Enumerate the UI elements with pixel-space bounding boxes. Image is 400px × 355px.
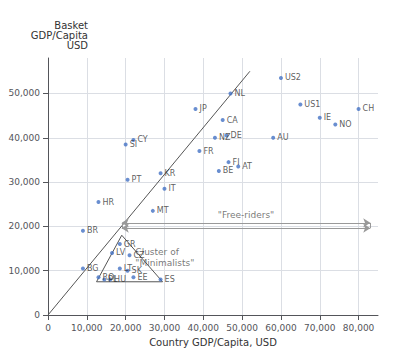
svg-text:US1: US1 bbox=[304, 100, 320, 109]
svg-text:0: 0 bbox=[34, 310, 40, 320]
svg-text:0: 0 bbox=[45, 323, 51, 333]
svg-text:50,000: 50,000 bbox=[226, 323, 258, 333]
svg-text:AU: AU bbox=[277, 133, 288, 142]
svg-text:IE: IE bbox=[324, 113, 331, 122]
svg-text:60,000: 60,000 bbox=[265, 323, 297, 333]
svg-text:USD: USD bbox=[67, 40, 89, 51]
svg-text:SI: SI bbox=[130, 140, 137, 149]
svg-text:CH: CH bbox=[363, 104, 375, 113]
svg-text:KR: KR bbox=[165, 169, 176, 178]
svg-text:Country GDP/Capita, USD: Country GDP/Capita, USD bbox=[149, 337, 277, 348]
svg-text:70,000: 70,000 bbox=[304, 323, 336, 333]
svg-text:FI: FI bbox=[233, 158, 240, 167]
svg-text:FR: FR bbox=[203, 147, 214, 156]
svg-text:NL: NL bbox=[234, 89, 245, 98]
svg-text:Basket: Basket bbox=[54, 19, 88, 31]
svg-text:LV: LV bbox=[116, 248, 126, 257]
svg-text:JP: JP bbox=[199, 104, 207, 113]
svg-text:CY: CY bbox=[137, 135, 147, 144]
svg-text:50,000: 50,000 bbox=[9, 88, 41, 98]
svg-text:NO: NO bbox=[339, 120, 351, 129]
svg-text:80,000: 80,000 bbox=[343, 323, 375, 333]
svg-text:PT: PT bbox=[132, 175, 142, 184]
svg-text:GR: GR bbox=[124, 240, 136, 249]
svg-text:30,000: 30,000 bbox=[9, 177, 41, 187]
svg-text:BE: BE bbox=[223, 166, 234, 175]
svg-text:10,000: 10,000 bbox=[9, 266, 41, 276]
svg-text:US2: US2 bbox=[285, 73, 301, 82]
svg-text:ES: ES bbox=[165, 275, 175, 284]
svg-text:10,000: 10,000 bbox=[71, 323, 103, 333]
svg-text:30,000: 30,000 bbox=[149, 323, 181, 333]
svg-text:20,000: 20,000 bbox=[110, 323, 142, 333]
svg-text:AT: AT bbox=[242, 162, 252, 171]
svg-text:"Minimalists": "Minimalists" bbox=[135, 258, 194, 268]
svg-text:NZ: NZ bbox=[219, 133, 231, 142]
svg-text:"Free-riders": "Free-riders" bbox=[218, 210, 274, 220]
svg-text:HR: HR bbox=[102, 198, 114, 207]
svg-text:BR: BR bbox=[87, 226, 98, 235]
svg-text:40,000: 40,000 bbox=[188, 323, 220, 333]
svg-text:IT: IT bbox=[168, 184, 175, 193]
svg-text:CZ: CZ bbox=[134, 251, 146, 260]
svg-text:Cluster of: Cluster of bbox=[135, 247, 179, 258]
svg-text:DE: DE bbox=[231, 131, 242, 140]
svg-text:20,000: 20,000 bbox=[9, 221, 41, 231]
svg-text:MT: MT bbox=[157, 206, 169, 215]
html-text:LTSK: LTSK bbox=[123, 264, 142, 276]
svg-text:BG: BG bbox=[87, 264, 99, 273]
svg-text:EE: EE bbox=[137, 273, 147, 282]
svg-text:GDP/Capita: GDP/Capita bbox=[30, 29, 88, 41]
svg-text:40,000: 40,000 bbox=[9, 133, 41, 143]
svg-text:CA: CA bbox=[227, 116, 239, 125]
svg-text:HU: HU bbox=[114, 275, 126, 284]
